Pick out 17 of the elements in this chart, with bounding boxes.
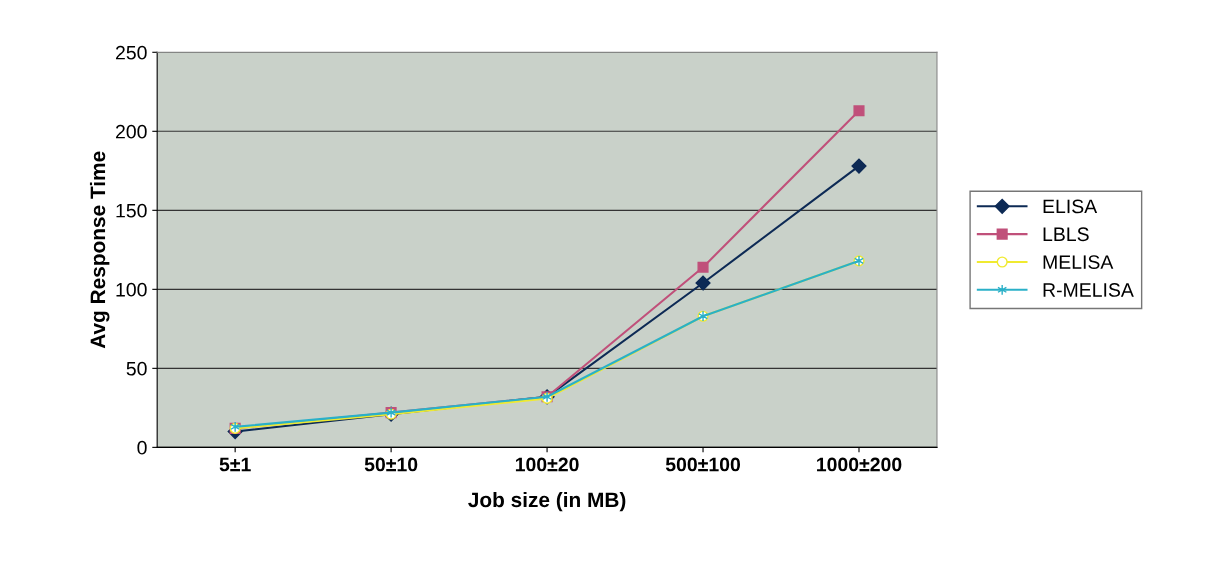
x-tick-label: 1000±200 xyxy=(817,457,902,472)
x-tick-label: 500±100 xyxy=(665,457,741,472)
legend-label: LBLS xyxy=(1043,227,1089,242)
legend-label: R-MELISA xyxy=(1043,283,1134,297)
x-tick-label: 50±10 xyxy=(364,457,418,472)
y-tick-label: 0 xyxy=(137,440,147,455)
y-tick-label: 50 xyxy=(126,361,147,376)
legend-label: ELISA xyxy=(1043,199,1098,214)
y-tick-label: 250 xyxy=(115,45,147,60)
y-tick-label: 200 xyxy=(115,124,147,139)
legend-label: MELISA xyxy=(1043,255,1114,269)
x-tick-label: 100±20 xyxy=(515,457,579,472)
y-axis-title: Avg Response Time xyxy=(89,151,110,349)
x-tick-label: 5±1 xyxy=(219,457,251,472)
y-tick-label: 150 xyxy=(116,203,147,218)
x-axis-title: Job size (in MB) xyxy=(468,491,626,512)
y-tick-label: 100 xyxy=(116,282,147,297)
